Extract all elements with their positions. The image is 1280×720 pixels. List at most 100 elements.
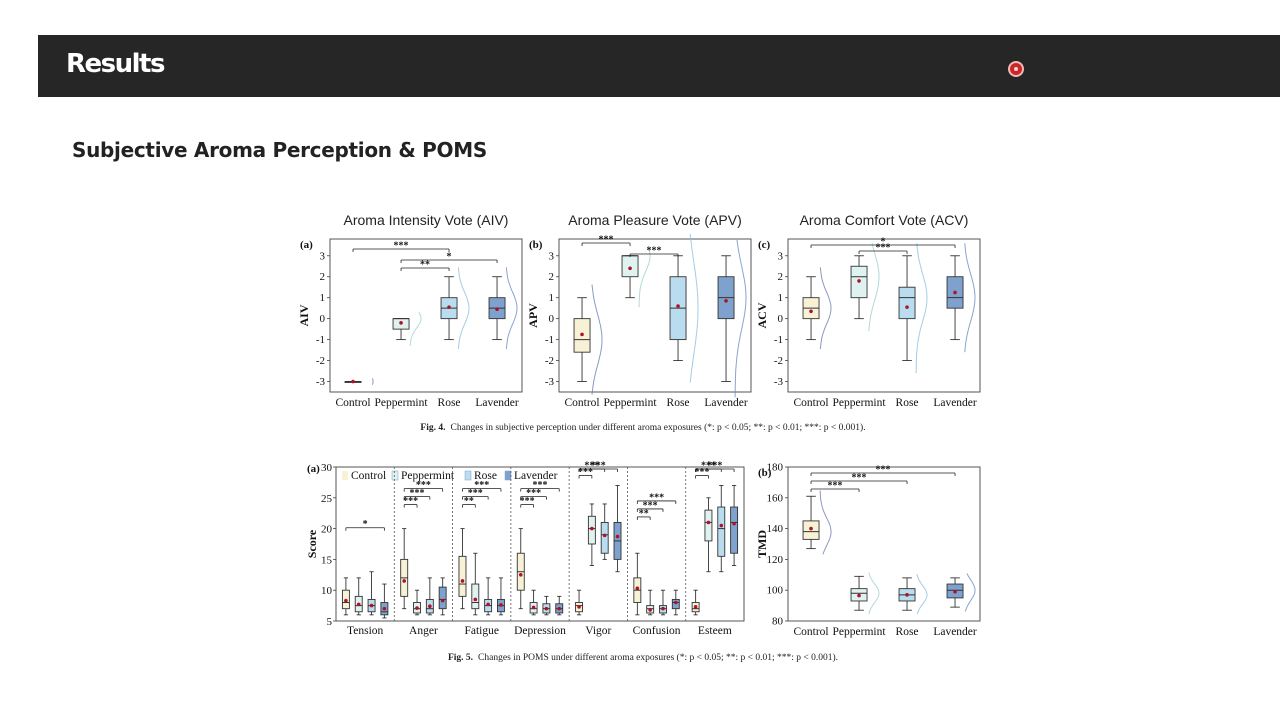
x-tick-label: Confusion (633, 625, 681, 637)
box-rect (438, 586, 447, 610)
box-mean-dot (460, 579, 465, 583)
fig4-caption-label: Fig. 4. (420, 423, 445, 433)
x-tick-label: Control (335, 397, 370, 409)
box-rect (621, 255, 639, 278)
y-axis-label: ACV (755, 302, 769, 328)
box-mean-dot (399, 321, 403, 325)
significance-label: * (881, 237, 886, 248)
density-curve (638, 246, 651, 308)
significance-label: *** (701, 461, 716, 472)
x-tick-label: Lavender (704, 397, 748, 409)
plot-frame (787, 238, 981, 393)
density-curve (819, 267, 832, 350)
y-axis-label: Score (305, 529, 319, 558)
y-tick-label: 20 (321, 524, 333, 536)
y-tick-label: 1 (778, 292, 784, 304)
panel-label: (c) (758, 239, 771, 251)
y-tick-label: -3 (774, 376, 784, 388)
y-tick-label: 160 (767, 492, 784, 504)
y-tick-label: -2 (545, 355, 554, 367)
chart-title: Aroma Intensity Vote (AIV) (344, 212, 509, 228)
y-tick-label: -3 (545, 376, 555, 388)
significance-label: *** (526, 488, 541, 499)
significance-label: *** (416, 480, 431, 491)
density-curve (915, 243, 928, 374)
box-rect (471, 583, 480, 610)
chart-poms-scores: 5 10 15 20 25 30 Score (a) Control Peppermint Rose… (305, 461, 745, 637)
box-mean-dot (428, 604, 432, 609)
chart-title: Aroma Comfort Vote (ACV) (800, 212, 969, 228)
y-tick-label: 2 (549, 271, 555, 283)
box-mean-dot (344, 598, 348, 603)
density-curve (868, 572, 880, 615)
box-mean-dot (351, 379, 355, 384)
x-tick-label: Peppermint (604, 397, 658, 409)
significance-label: *** (828, 481, 843, 492)
x-tick-label: Control (793, 397, 828, 409)
significance-label: *** (876, 465, 891, 476)
box-mean-dot (518, 573, 523, 577)
x-tick-label: Rose (438, 397, 461, 409)
density-curve (868, 243, 880, 332)
y-tick-label: 15 (321, 554, 333, 566)
chart-tmd: 80 100 120 140 160 180 TMD (b) Control Peppermint… (755, 462, 981, 638)
box-mean-dot (809, 526, 813, 531)
density-curve (964, 573, 976, 612)
significance-label: *** (643, 500, 658, 511)
significance-label: *** (852, 473, 867, 484)
density-curve (505, 267, 518, 350)
record-indicator-icon[interactable] (1010, 63, 1022, 75)
box-mean-dot (905, 305, 909, 309)
y-tick-label: 3 (778, 250, 784, 262)
box-mean-dot (356, 602, 361, 607)
charts-layer: -3 -2 -1 0 1 2 3 AIV Aroma Intensity Vote (AIV) (… (297, 212, 981, 638)
density-curve (371, 378, 374, 385)
x-tick-label: Peppermint (375, 397, 429, 409)
y-tick-label: 2 (778, 271, 784, 283)
box-mean-dot (676, 304, 680, 308)
significance-label: ** (464, 496, 474, 507)
y-tick-label: 140 (767, 523, 784, 535)
significance-label: ** (420, 260, 430, 271)
y-tick-label: -1 (774, 334, 783, 346)
density-curve (409, 312, 422, 346)
significance-label: *** (520, 496, 535, 507)
significance-label: *** (707, 461, 722, 472)
x-tick-label: Control (793, 626, 828, 638)
x-tick-label: Peppermint (833, 626, 887, 638)
legend-swatch (464, 470, 472, 481)
legend-swatch (391, 470, 399, 481)
box-mean-dot (557, 606, 562, 611)
box-rect (600, 521, 609, 554)
fig4-caption: Fig. 4. Changes in subjective perception … (420, 422, 865, 433)
x-tick-label: Rose (667, 397, 690, 409)
chart-apv: -3 -2 -1 0 1 2 3 APV Aroma Pleasure Vote (APV) (b… (526, 212, 752, 409)
significance-label: * (447, 252, 452, 263)
plot-frame (329, 238, 523, 393)
x-tick-label: Lavender (933, 626, 977, 638)
box-mean-dot (495, 307, 499, 312)
significance-label: *** (599, 235, 614, 246)
x-tick-label: Depression (514, 625, 566, 637)
significance-label: * (363, 519, 368, 530)
fig5-caption-text: Changes in POMS under different aroma ex… (478, 652, 838, 663)
significance-label: *** (410, 488, 425, 499)
box-mean-dot (628, 266, 632, 271)
box-mean-dot (415, 606, 419, 610)
y-tick-label: -1 (316, 334, 325, 346)
box-mean-dot (544, 606, 549, 611)
significance-label: *** (578, 467, 593, 478)
fig5-caption: Fig. 5. Changes in POMS under different a… (448, 652, 838, 663)
fig4-caption-text: Changes in subjective perception under d… (451, 422, 866, 433)
box-mean-dot (447, 305, 451, 309)
legend-label: Control (351, 470, 386, 482)
significance-label: ** (639, 508, 649, 519)
y-tick-label: 120 (767, 554, 784, 566)
y-tick-label: 0 (320, 313, 326, 325)
density-curve (916, 573, 928, 615)
y-tick-label: -2 (774, 355, 783, 367)
box-mean-dot (590, 526, 594, 531)
legend-label: Peppermint (401, 470, 455, 482)
box-rect (717, 506, 726, 557)
